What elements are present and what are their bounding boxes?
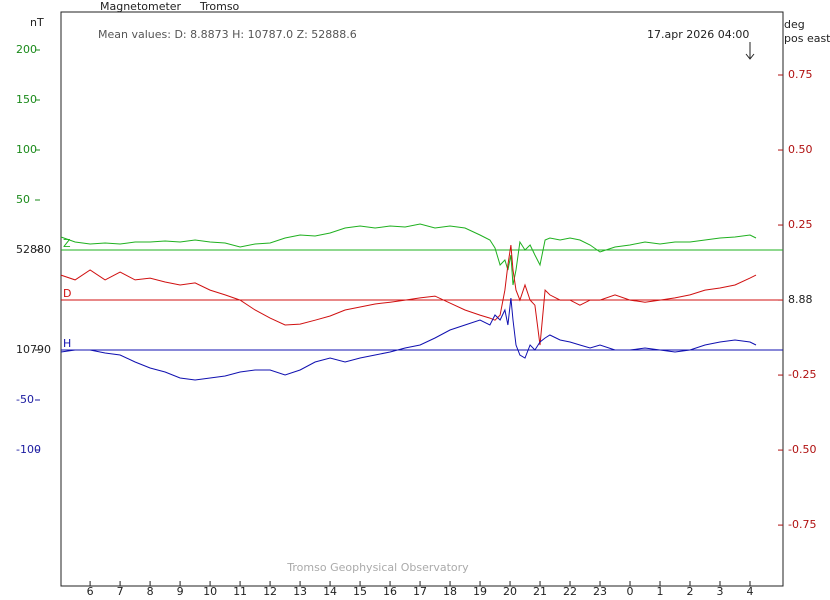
x-tick-label: 10 [203,585,217,598]
y2-axis-label: deg [784,18,805,31]
x-tick-label: 13 [293,585,307,598]
x-tick-label: 16 [383,585,397,598]
y-tick-label: -100 [16,443,41,456]
x-tick-label: 22 [563,585,577,598]
x-tick-label: 21 [533,585,547,598]
chart-title: Magnetometer [100,0,182,13]
y2-tick-label: -0.75 [788,518,816,531]
x-tick-label: 0 [627,585,634,598]
x-tick-label: 19 [473,585,487,598]
series-line [60,223,757,286]
series-label: D [63,287,71,300]
chart-subtitle: Tromso [199,0,240,13]
x-tick-label: 4 [747,585,754,598]
x-tick-label: 7 [117,585,124,598]
y-axis-label: nT [30,16,44,29]
x-tick-label: 20 [503,585,517,598]
y-tick-label: 200 [16,43,37,56]
x-tick-label: 23 [593,585,607,598]
y-tick-label: 150 [16,93,37,106]
x-tick-label: 3 [717,585,724,598]
plot-frame [60,11,784,587]
x-tick-label: 15 [353,585,367,598]
x-tick-label: 18 [443,585,457,598]
x-tick-label: 11 [233,585,247,598]
x-tick-label: 12 [263,585,277,598]
y2-tick-label: -0.25 [788,368,816,381]
x-tick-label: 6 [87,585,94,598]
y-tick-label: -50 [16,393,34,406]
y2-tick-label: 0.25 [788,218,813,231]
y2-tick-label: -0.50 [788,443,816,456]
y2-axis-sublabel: pos east [784,32,830,45]
y-tick-label: 10790 [16,343,51,356]
y2-tick-label: 0.75 [788,68,813,81]
y2-tick-label: 8.88 [788,293,813,306]
series-line [60,245,757,346]
x-tick-label: 1 [657,585,664,598]
x-tick-label: 17 [413,585,427,598]
footer: Tromso Geophysical Observatory [286,561,469,574]
series-label: Z [63,237,71,250]
x-tick-label: 14 [323,585,337,598]
series-label: H [63,337,71,350]
timestamp: 17.apr 2026 04:00 [647,28,749,41]
y-tick-label: 100 [16,143,37,156]
y-tick-label: 50 [16,193,30,206]
mean-values: Mean values: D: 8.8873 H: 10787.0 Z: 528… [98,28,357,41]
series-line [60,297,757,381]
y2-tick-label: 0.50 [788,143,813,156]
x-tick-label: 2 [687,585,694,598]
x-tick-label: 8 [147,585,154,598]
x-tick-label: 9 [177,585,184,598]
y-tick-label: 52880 [16,243,51,256]
arrow-head [745,53,755,60]
time-arrow [745,42,755,60]
